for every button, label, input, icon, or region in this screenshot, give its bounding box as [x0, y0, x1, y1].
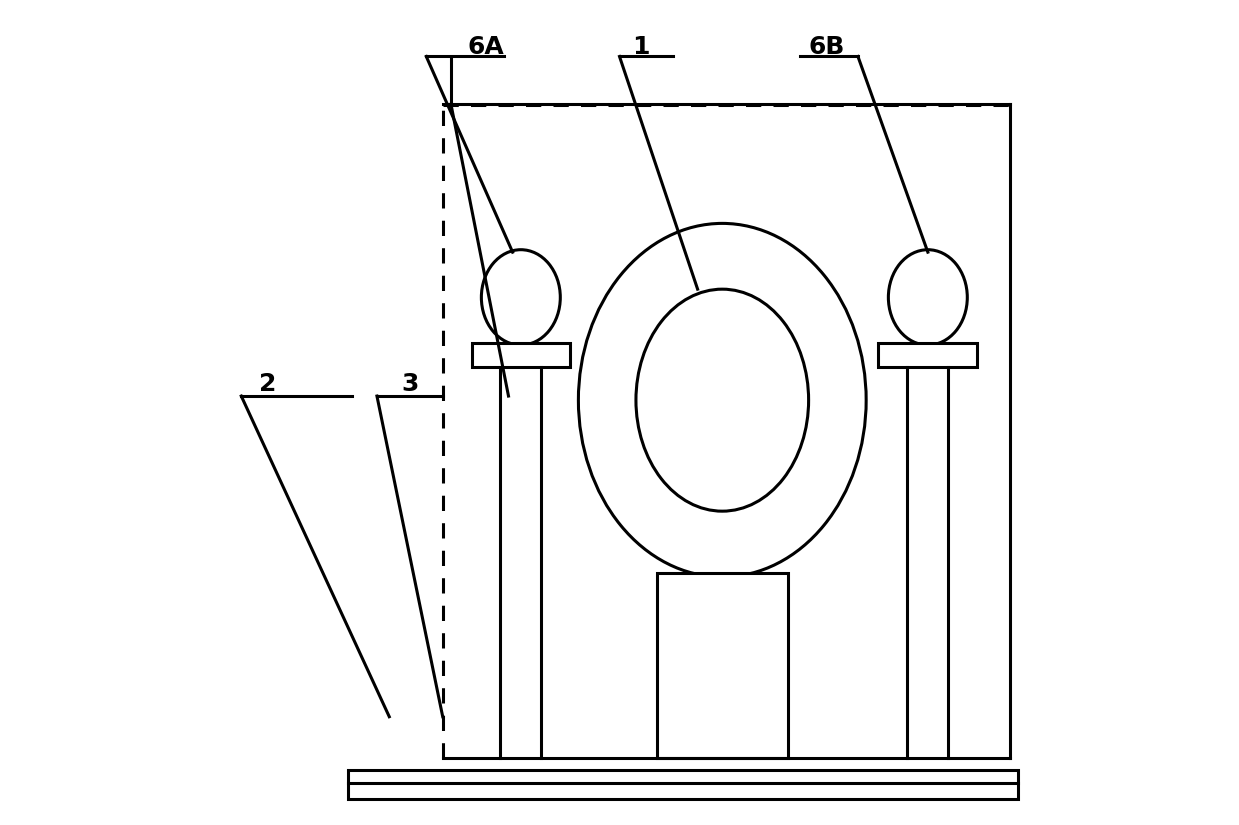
Text: 1: 1 [632, 35, 649, 59]
FancyBboxPatch shape [878, 342, 978, 367]
FancyBboxPatch shape [348, 771, 1018, 799]
Text: 3: 3 [401, 372, 419, 396]
Text: 6A: 6A [467, 35, 504, 59]
Text: 6B: 6B [809, 35, 845, 59]
Text: 2: 2 [259, 372, 276, 396]
FancyBboxPatch shape [657, 573, 788, 758]
FancyBboxPatch shape [472, 342, 570, 367]
